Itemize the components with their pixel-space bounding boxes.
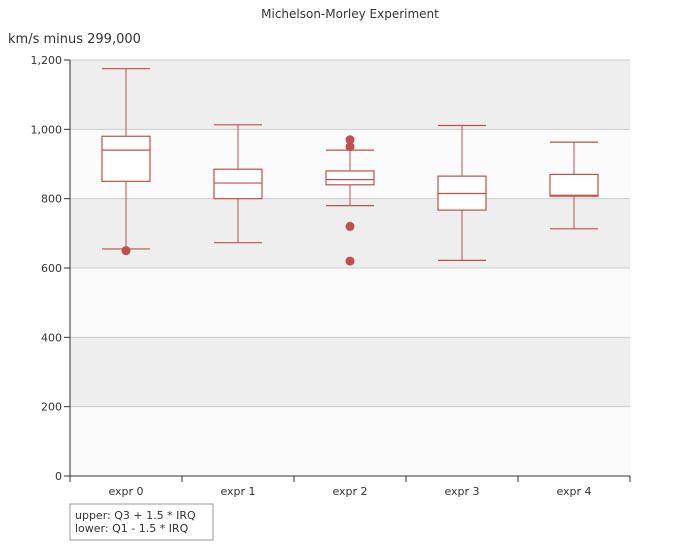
box-4 [549, 141, 599, 230]
background-bands [70, 59, 630, 476]
y-tick-label: 0 [55, 470, 62, 483]
box-rect [213, 168, 263, 200]
box-series [101, 68, 599, 266]
grid-band [70, 60, 630, 130]
legend-upper-text: upper: Q3 + 1.5 * IRQ [75, 509, 196, 522]
y-tick-label: 600 [41, 262, 62, 275]
y-tick-label: 1,000 [31, 123, 63, 136]
box-3 [437, 124, 487, 261]
x-tick-label: expr 0 [108, 485, 143, 498]
box-rect [101, 135, 151, 182]
outlier-point [345, 256, 355, 266]
x-tick-label: expr 1 [220, 485, 255, 498]
outlier-point [345, 142, 355, 152]
grid-band [70, 268, 630, 338]
box-rect [325, 170, 375, 186]
outlier-point [121, 246, 131, 256]
grid-band [70, 198, 630, 268]
box-rect [549, 173, 599, 197]
grid-band [70, 406, 630, 476]
y-tick-label: 1,200 [31, 54, 63, 67]
x-tick-label: expr 4 [556, 485, 591, 498]
box-2 [325, 135, 375, 266]
box-1 [213, 124, 263, 244]
legend-frame [69, 503, 214, 541]
legend-lower-text: lower: Q1 - 1.5 * IRQ [75, 522, 189, 535]
y-tick-label: 800 [41, 193, 62, 206]
y-tick-label: 200 [41, 401, 62, 414]
y-tick-label: 400 [41, 331, 62, 344]
grid-band [70, 337, 630, 407]
box-0 [101, 68, 151, 256]
outlier-point [345, 135, 355, 145]
y-axis: 0 200 400 600 800 1,000 1,200 [31, 54, 71, 483]
legend: upper: Q3 + 1.5 * IRQ lower: Q1 - 1.5 * … [69, 503, 214, 541]
x-tick-label: expr 2 [332, 485, 367, 498]
y-axis-label: km/s minus 299,000 [8, 32, 141, 47]
x-axis: expr 0 expr 1 expr 2 expr 3 expr 4 [69, 475, 631, 498]
x-tick-label: expr 3 [444, 485, 479, 498]
outlier-point [345, 221, 355, 231]
chart-title: Michelson-Morley Experiment [261, 7, 439, 21]
